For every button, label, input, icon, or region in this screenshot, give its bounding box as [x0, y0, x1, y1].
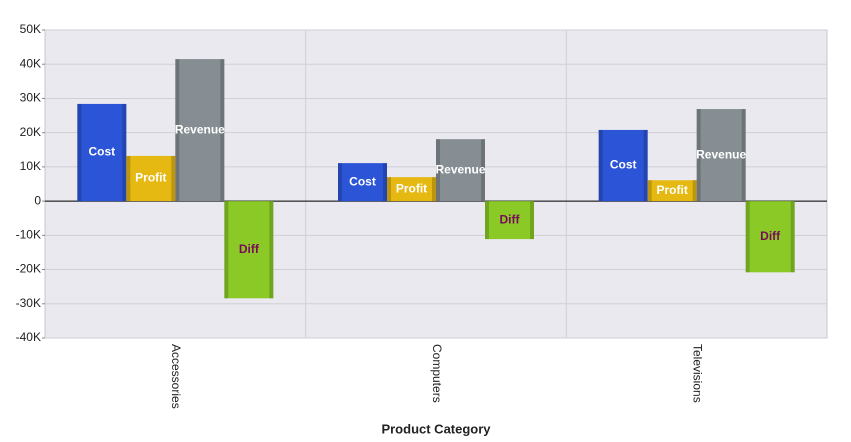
bar	[387, 177, 436, 202]
y-tick-label: -40K	[16, 330, 41, 344]
bar-label: Cost	[349, 174, 376, 188]
y-tick-label: 40K	[20, 56, 41, 70]
y-tick-label: 0	[34, 193, 41, 207]
bar-shade	[224, 201, 229, 299]
bar-shade	[530, 201, 534, 240]
bar-shade	[692, 180, 697, 202]
bar	[745, 201, 795, 273]
bar-shade	[485, 201, 489, 240]
bar-shade	[643, 129, 648, 202]
bar-shade	[220, 59, 225, 202]
bar-label: Cost	[88, 145, 115, 159]
y-tick-label: 50K	[20, 22, 41, 36]
bar-shade	[741, 109, 746, 202]
y-tick-label: 10K	[20, 159, 41, 173]
bar-label: Revenue	[696, 147, 746, 161]
bar	[647, 180, 697, 202]
bar-shade	[790, 201, 795, 273]
bar	[175, 59, 225, 202]
bar-shade	[126, 155, 131, 202]
bar-label: Revenue	[175, 122, 225, 136]
bar	[224, 201, 274, 299]
bar-shade	[171, 155, 176, 202]
bar-shade	[745, 201, 750, 273]
bar-shade	[436, 139, 440, 202]
bar-label: Cost	[610, 158, 637, 172]
x-axis-title: Product Category	[381, 421, 491, 436]
bar-shade	[338, 163, 342, 202]
y-tick-label: -30K	[16, 296, 41, 310]
bar	[77, 103, 127, 202]
bar	[598, 129, 648, 202]
bar	[696, 109, 746, 202]
bar-label: Profit	[396, 181, 427, 195]
bar-shade	[696, 109, 701, 202]
bar-label: Diff	[760, 229, 781, 243]
bar-label: Diff	[239, 242, 260, 256]
x-tick-label: Televisions	[690, 344, 704, 403]
bar-shade	[122, 103, 127, 202]
bar	[436, 139, 485, 202]
y-tick-label: -10K	[16, 228, 41, 242]
bar-shade	[383, 163, 387, 202]
y-tick-label: 20K	[20, 125, 41, 139]
x-tick-label: Computers	[430, 344, 444, 403]
bar	[485, 201, 534, 240]
bar-shade	[481, 139, 485, 202]
y-tick-label: -20K	[16, 262, 41, 276]
bar	[126, 155, 176, 202]
bar-shade	[432, 177, 436, 202]
bar-label: Profit	[656, 183, 687, 197]
x-tick-label: Accessories	[169, 344, 183, 409]
bar-shade	[387, 177, 391, 202]
bar-label: Revenue	[435, 162, 485, 176]
bar-shade	[598, 129, 603, 202]
bar	[338, 163, 387, 202]
bar-label: Profit	[135, 171, 166, 185]
bar-label: Diff	[500, 212, 521, 226]
bar-shade	[647, 180, 652, 202]
y-tick-label: 30K	[20, 91, 41, 105]
bar-shade	[175, 59, 180, 202]
bar-shade	[269, 201, 274, 299]
bar-shade	[77, 103, 82, 202]
